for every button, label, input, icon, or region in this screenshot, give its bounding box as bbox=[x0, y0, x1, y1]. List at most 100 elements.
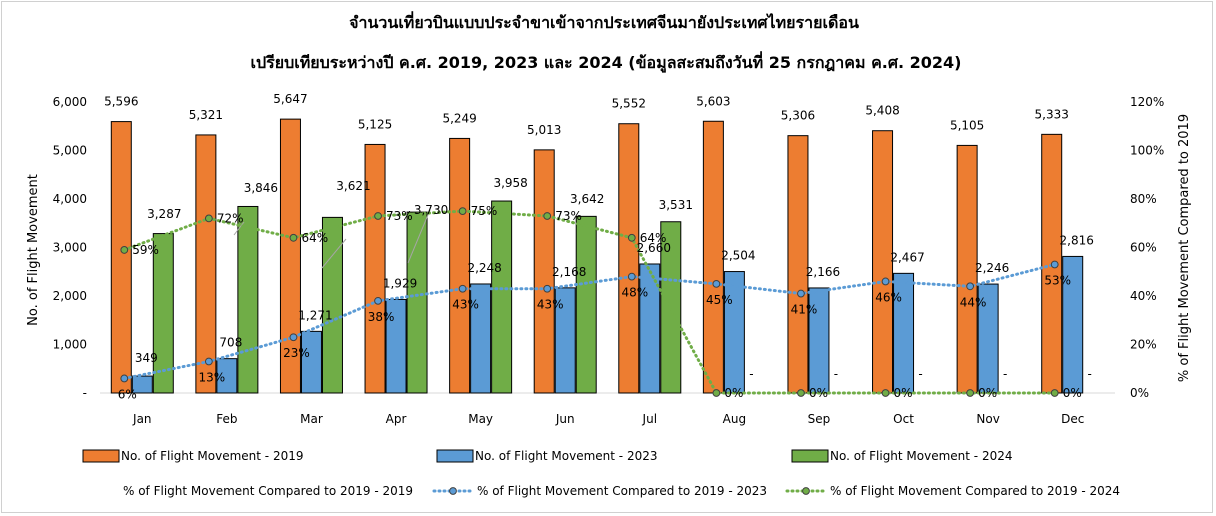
bar-2023 bbox=[216, 358, 238, 394]
legend-swatch-bar bbox=[82, 449, 120, 463]
bar-2019-label: 5,249 bbox=[442, 111, 476, 125]
pct-2024-label: 0% bbox=[978, 386, 997, 400]
x-tick-label: Jun bbox=[555, 412, 575, 426]
bar-2024-label: 3,730 bbox=[414, 203, 448, 217]
bar-2019-label: 5,333 bbox=[1035, 107, 1069, 121]
bar-2019 bbox=[110, 121, 132, 394]
bar-2023-label: 2,166 bbox=[806, 265, 840, 279]
pct-2023-marker bbox=[543, 284, 552, 293]
pct-2023-label: 38% bbox=[368, 310, 395, 324]
bar-2023-label: 2,504 bbox=[721, 249, 755, 263]
pct-2023-label: 43% bbox=[452, 298, 479, 312]
x-tick-label: Aug bbox=[723, 412, 746, 426]
bar-2023-label: 2,248 bbox=[467, 261, 501, 275]
legend-swatch-bar bbox=[791, 449, 829, 463]
leader-line bbox=[407, 209, 431, 264]
bar-2019-label: 5,596 bbox=[104, 95, 138, 109]
bar-2019-label: 5,647 bbox=[273, 92, 307, 106]
legend-label: % of Flight Movement Compared to 2019 - … bbox=[123, 484, 413, 498]
y2-tick-label: 120% bbox=[1130, 95, 1164, 109]
bar-2019-label: 5,552 bbox=[612, 97, 646, 111]
bar-2019 bbox=[195, 134, 217, 394]
bar-2024-label: 3,642 bbox=[570, 192, 604, 206]
leader-line bbox=[321, 238, 347, 269]
bar-2019 bbox=[449, 137, 471, 394]
bar-2019 bbox=[364, 143, 386, 394]
bar-2023-label: 2,467 bbox=[890, 250, 924, 264]
legend-label: No. of Flight Movement - 2023 bbox=[475, 449, 658, 463]
y-tick-label: 6,000 bbox=[53, 95, 87, 109]
pct-2024-marker bbox=[966, 389, 975, 397]
legend-swatch-marker bbox=[802, 487, 810, 495]
pct-2023-label: 53% bbox=[1044, 273, 1071, 287]
chart-subtitle: เปรียบเทียบระหว่างปี ค.ศ. 2019, 2023 และ… bbox=[251, 51, 962, 74]
bar-2024-label: 3,846 bbox=[244, 181, 278, 195]
x-tick-label: Mar bbox=[300, 412, 323, 426]
pct-2024-label: 75% bbox=[471, 204, 498, 218]
bar-2023 bbox=[300, 330, 322, 394]
bar-2019-label: 5,321 bbox=[189, 108, 223, 122]
pct-2023-label: 46% bbox=[875, 290, 902, 304]
pct-2023-label: 23% bbox=[283, 346, 310, 360]
bar-2019-label: 5,408 bbox=[865, 104, 899, 118]
y-tick-label: - bbox=[83, 386, 87, 400]
pct-2023-label: 13% bbox=[199, 370, 226, 384]
pct-2024-label: 73% bbox=[386, 209, 413, 223]
bar-2024-label: - bbox=[1088, 367, 1092, 381]
bar-2024-label: 3,958 bbox=[493, 176, 527, 190]
y-tick-label: 1,000 bbox=[53, 338, 87, 352]
pct-2024-label: 0% bbox=[724, 386, 743, 400]
x-tick-label: Dec bbox=[1061, 412, 1084, 426]
pct-2023-marker bbox=[712, 279, 721, 288]
x-tick-label: Oct bbox=[893, 412, 914, 426]
bar-2019 bbox=[533, 149, 555, 394]
bar-2024 bbox=[237, 205, 259, 394]
legend-label: % of Flight Movement Compared to 2019 - … bbox=[477, 484, 767, 498]
pct-2023-marker bbox=[1050, 260, 1059, 269]
x-tick-label: Jan bbox=[132, 412, 152, 426]
bar-2019-label: 5,125 bbox=[358, 117, 392, 131]
pct-2024-label: 64% bbox=[301, 231, 328, 245]
pct-2024-label: 0% bbox=[1063, 386, 1082, 400]
pct-2024-marker bbox=[204, 214, 213, 223]
bar-2023-label: 2,168 bbox=[552, 265, 586, 279]
pct-2023-line bbox=[122, 262, 1057, 380]
pct-2023-label: 44% bbox=[960, 295, 987, 309]
bar-2023-label: 349 bbox=[135, 351, 158, 365]
bar-2023-label: 2,246 bbox=[975, 261, 1009, 275]
x-tick-label: Apr bbox=[386, 412, 407, 426]
x-tick-label: Nov bbox=[976, 412, 999, 426]
y2-tick-label: 80% bbox=[1130, 192, 1157, 206]
pct-2023-marker bbox=[289, 333, 298, 342]
bar-2023-label: 708 bbox=[219, 336, 242, 350]
x-tick-label: Feb bbox=[216, 412, 237, 426]
pct-2024-line bbox=[122, 209, 1057, 395]
y2-tick-label: 60% bbox=[1130, 241, 1157, 255]
x-tick-label: Jul bbox=[642, 412, 657, 426]
bar-2019 bbox=[618, 123, 640, 394]
pct-2024-marker bbox=[881, 389, 890, 397]
y-tick-label: 5,000 bbox=[53, 144, 87, 158]
bar-2024-label: - bbox=[834, 367, 838, 381]
legend-swatch-marker bbox=[449, 487, 457, 495]
y2-tick-label: 100% bbox=[1130, 144, 1164, 158]
bar-2023 bbox=[131, 375, 153, 394]
pct-2023-label: 48% bbox=[621, 286, 648, 300]
legend-label: No. of Flight Movement - 2019 bbox=[121, 449, 304, 463]
y-axis-title: No. of Flight Movement bbox=[26, 174, 41, 326]
bar-2024-label: - bbox=[1003, 367, 1007, 381]
pct-2024-label: 73% bbox=[555, 209, 582, 223]
bar-2023-label: 1,271 bbox=[298, 308, 332, 322]
pct-2024-label: 0% bbox=[809, 386, 828, 400]
bar-2024 bbox=[491, 200, 513, 394]
bar-2023-label: 2,660 bbox=[637, 241, 671, 255]
pct-2024-label: 64% bbox=[640, 231, 667, 245]
legend-label: % of Flight Movement Compared to 2019 - … bbox=[830, 484, 1120, 498]
y-tick-label: 2,000 bbox=[53, 289, 87, 303]
bar-2024-label: - bbox=[749, 367, 753, 381]
bar-2023 bbox=[639, 263, 661, 394]
pct-2024-marker bbox=[374, 212, 382, 220]
pct-2024-marker bbox=[627, 233, 636, 242]
bar-2024-label: 3,531 bbox=[659, 198, 693, 212]
